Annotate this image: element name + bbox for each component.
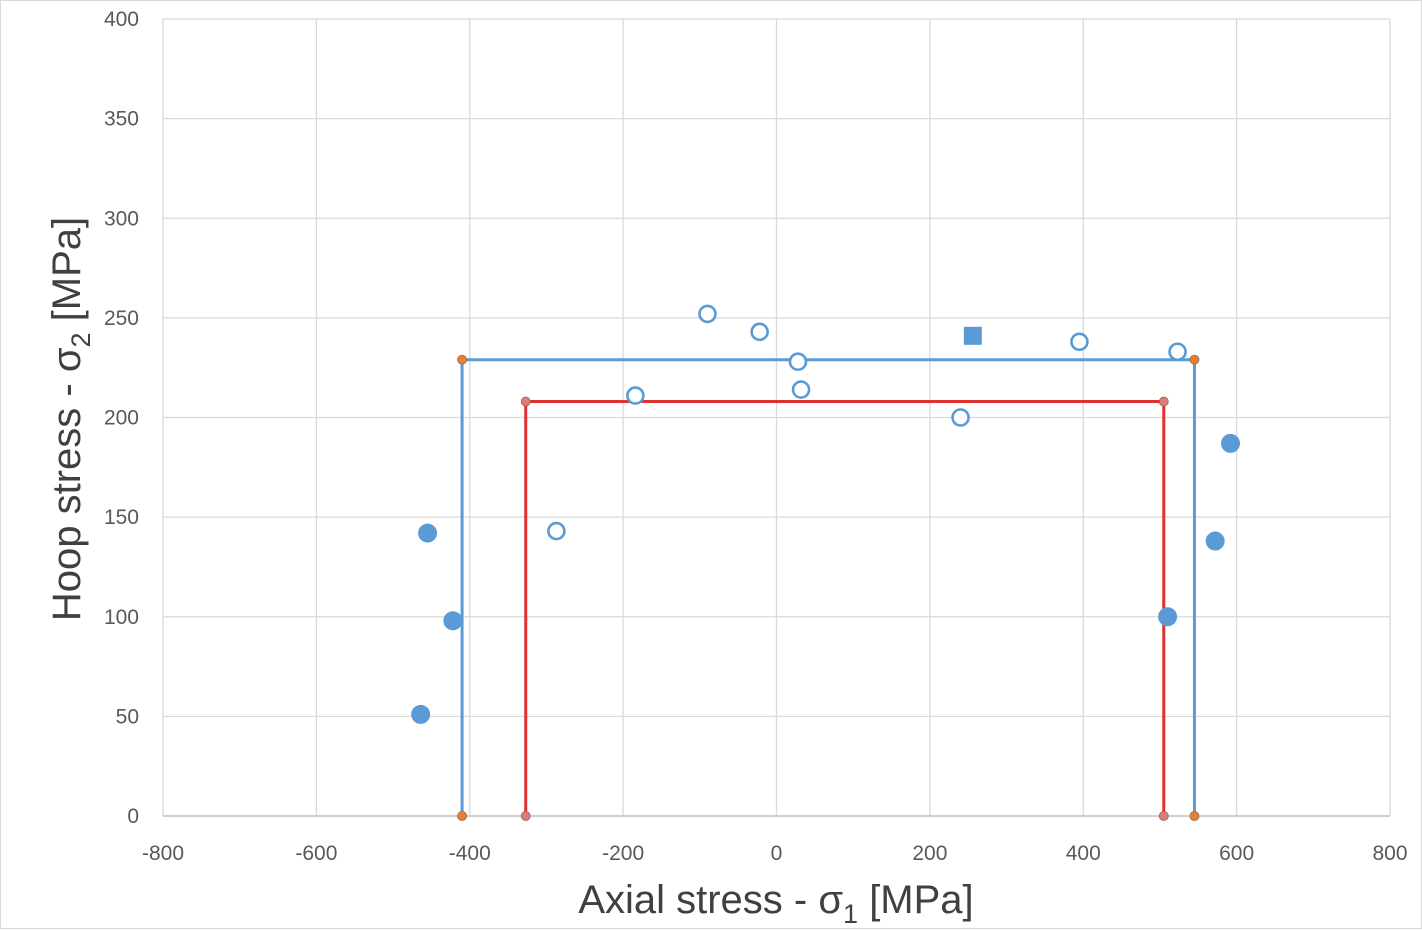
open-circle-point — [791, 380, 811, 399]
x-axis-title-subscript: 1 — [843, 899, 858, 929]
x-tick-label: 600 — [1219, 842, 1254, 865]
filled-circle-point — [1205, 531, 1225, 551]
open-circle-point — [626, 386, 645, 405]
y-tick-label: 0 — [127, 805, 139, 828]
open-circle-point — [698, 304, 717, 324]
y-tick-label: 350 — [104, 108, 139, 131]
envelope-vertex-marker — [1158, 811, 1169, 821]
gridlines — [162, 18, 1391, 816]
y-tick-label: 150 — [104, 506, 139, 529]
x-tick-label: 800 — [1372, 842, 1407, 865]
filled-circle-point — [1158, 607, 1178, 627]
envelope-line-2 — [524, 400, 1166, 816]
y-tick-label: 200 — [104, 407, 139, 430]
envelope-vertex-marker — [457, 811, 467, 821]
y-tick-label: 300 — [104, 207, 139, 230]
envelope-vertex-marker — [1158, 396, 1169, 407]
envelope-vertex-marker — [520, 396, 531, 407]
envelope-vertex-marker — [457, 354, 467, 365]
envelope-vertex-marker — [520, 811, 531, 821]
open-circle-point — [1070, 332, 1089, 352]
open-circle-point — [1168, 342, 1187, 362]
y-tick-label: 100 — [104, 606, 139, 629]
filled-circle-point — [1220, 433, 1240, 453]
y-tick-label: 400 — [104, 8, 139, 31]
x-tick-label: -200 — [602, 842, 644, 865]
x-tick-label: -600 — [295, 842, 337, 865]
open-circle-point — [951, 408, 970, 427]
x-tick-label: -400 — [449, 842, 491, 865]
open-circle-point — [788, 352, 808, 372]
y-axis-title: Hoop stress - σ2 [MPa] — [45, 217, 96, 621]
y-axis-title-unit: [MPa] — [45, 217, 89, 333]
envelope-vertex-marker — [1189, 811, 1200, 821]
x-tick-label: -800 — [142, 842, 184, 865]
x-axis-title-text: Axial stress - σ — [578, 878, 843, 922]
x-axis-title: Axial stress - σ1 [MPa] — [578, 878, 973, 929]
y-tick-label: 50 — [116, 705, 139, 728]
open-circle-point — [547, 521, 566, 541]
filled-circle-point — [443, 611, 463, 631]
y-axis-title-subscript: 2 — [66, 332, 96, 347]
y-axis-title-text: Hoop stress - σ — [45, 347, 89, 621]
open-circle-point — [750, 322, 769, 342]
envelope-line-1 — [460, 358, 1196, 816]
filled-circle-point — [411, 704, 431, 724]
envelope-lines — [457, 354, 1200, 821]
x-axis-title-unit: [MPa] — [858, 878, 974, 922]
y-tick-label: 250 — [104, 307, 139, 330]
filled-circle-point — [418, 523, 438, 543]
x-tick-label: 400 — [1066, 842, 1101, 865]
envelope-vertex-marker — [1189, 354, 1200, 365]
data-points — [411, 304, 1240, 724]
filled-square-point — [963, 326, 982, 345]
x-tick-label: 0 — [771, 842, 783, 865]
tick-labels: -800 -600 -400 -200 0 200 400 600 800 0 50 100 150 20… — [104, 8, 1408, 865]
x-tick-label: 200 — [912, 842, 947, 865]
